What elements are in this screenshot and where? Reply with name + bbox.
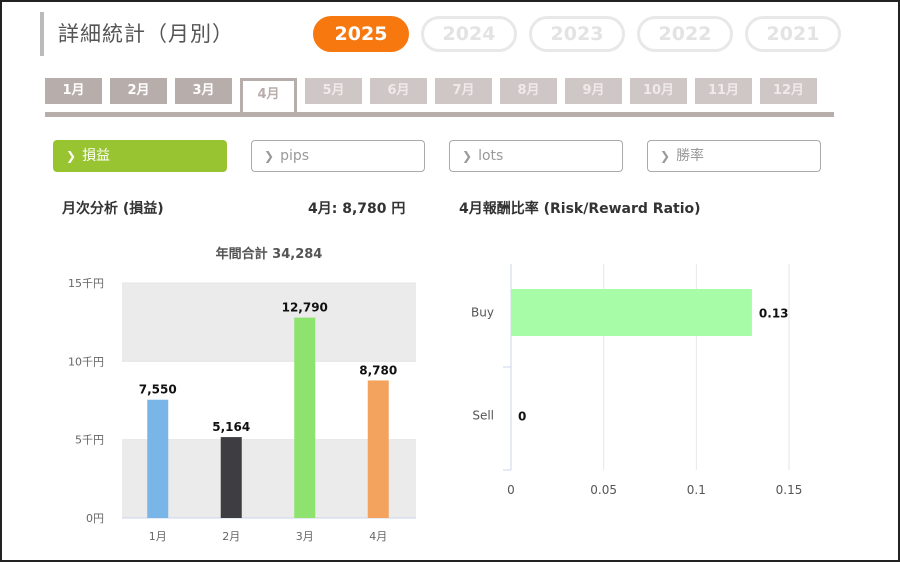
month-tab-6: 6月 — [370, 78, 427, 104]
ratio-heading: 4月報酬比率 (Risk/Reward Ratio) — [459, 201, 701, 217]
x-tick-label: 3月 — [296, 530, 314, 543]
category-label: Buy — [471, 306, 494, 320]
x-tick-label: 0.05 — [590, 483, 617, 497]
data-label: 8,780 — [359, 363, 397, 377]
month-tab-1[interactable]: 1月 — [45, 78, 102, 104]
year-tab-2023[interactable]: 2023 — [529, 16, 625, 52]
monthly-analysis-heading: 月次分析 (損益) — [62, 201, 164, 217]
month-tab-5: 5月 — [305, 78, 362, 104]
month-tab-8: 8月 — [500, 78, 557, 104]
y-tick-label: 15千円 — [68, 277, 104, 290]
data-label: 7,550 — [139, 383, 177, 397]
monthly-bar-chart: 年間合計 34,284 0円 5千円 10千円 15千円 7,550 1月 5,164 2月 12… — [68, 246, 416, 543]
filter-profit-button[interactable]: ❯ 損益 — [53, 140, 227, 172]
month-tab-3[interactable]: 3月 — [175, 78, 232, 104]
year-tab-2024[interactable]: 2024 — [421, 16, 517, 52]
month-tab-9: 9月 — [565, 78, 622, 104]
filter-label: lots — [478, 148, 504, 164]
x-tick-label: 2月 — [222, 530, 240, 543]
filter-label: 損益 — [82, 148, 111, 164]
month-tab-10: 10月 — [630, 78, 687, 104]
month-tab-2[interactable]: 2月 — [110, 78, 167, 104]
month-tab-4[interactable]: 4月 — [240, 78, 297, 112]
y-tick-label: 0円 — [86, 512, 104, 525]
data-label: 0.13 — [759, 307, 789, 321]
filter-lots-button[interactable]: ❯ lots — [449, 140, 623, 172]
bar — [220, 437, 242, 518]
data-label: 0 — [518, 410, 526, 424]
chevron-right-icon: ❯ — [660, 149, 671, 163]
chevron-right-icon: ❯ — [264, 149, 275, 163]
bar — [367, 380, 389, 518]
x-tick-label: 0.1 — [687, 483, 706, 497]
year-tab-2021[interactable]: 2021 — [745, 16, 841, 52]
data-label: 12,790 — [282, 301, 328, 315]
page-title: 詳細統計（月別） — [58, 22, 234, 46]
filter-winrate-button[interactable]: ❯ 勝率 — [647, 140, 821, 172]
filter-pips-button[interactable]: ❯ pips — [251, 140, 425, 172]
y-tick-label: 10千円 — [68, 355, 104, 368]
month-tab-11: 11月 — [695, 78, 752, 104]
chart-title: 年間合計 34,284 — [216, 246, 323, 262]
year-tab-2022[interactable]: 2022 — [637, 16, 733, 52]
page-header: 詳細統計（月別） — [40, 12, 234, 56]
metric-filters: ❯ 損益 ❯ pips ❯ lots ❯ 勝率 — [53, 140, 821, 172]
grid-band — [122, 283, 416, 362]
bar — [511, 289, 752, 336]
month-tab-7: 7月 — [435, 78, 492, 104]
bar — [147, 399, 169, 518]
x-tick-label: 0 — [507, 483, 515, 497]
grid-band — [122, 439, 416, 518]
risk-reward-chart: 0 0.05 0.1 0.15 0.13 Buy 0 Sell — [471, 264, 803, 497]
y-tick-label: 5千円 — [75, 434, 104, 447]
chevron-right-icon: ❯ — [462, 149, 473, 163]
year-tabs: 2025 2024 2023 2022 2021 — [313, 16, 841, 52]
month-tab-bar: 1月 2月 3月 4月 5月 6月 7月 8月 9月 10月 11月 12月 — [45, 78, 834, 117]
category-label: Sell — [472, 409, 494, 423]
filter-label: pips — [280, 148, 310, 164]
monthly-summary: 4月: 8,780 円 — [308, 201, 406, 217]
x-tick-label: 1月 — [149, 530, 167, 543]
year-tab-2025[interactable]: 2025 — [313, 16, 409, 52]
bar — [294, 317, 316, 518]
data-label: 5,164 — [212, 420, 250, 434]
x-tick-label: 0.15 — [776, 483, 803, 497]
filter-label: 勝率 — [676, 148, 705, 164]
month-tab-12: 12月 — [760, 78, 817, 104]
chevron-right-icon: ❯ — [66, 149, 77, 163]
x-tick-label: 4月 — [369, 530, 387, 543]
